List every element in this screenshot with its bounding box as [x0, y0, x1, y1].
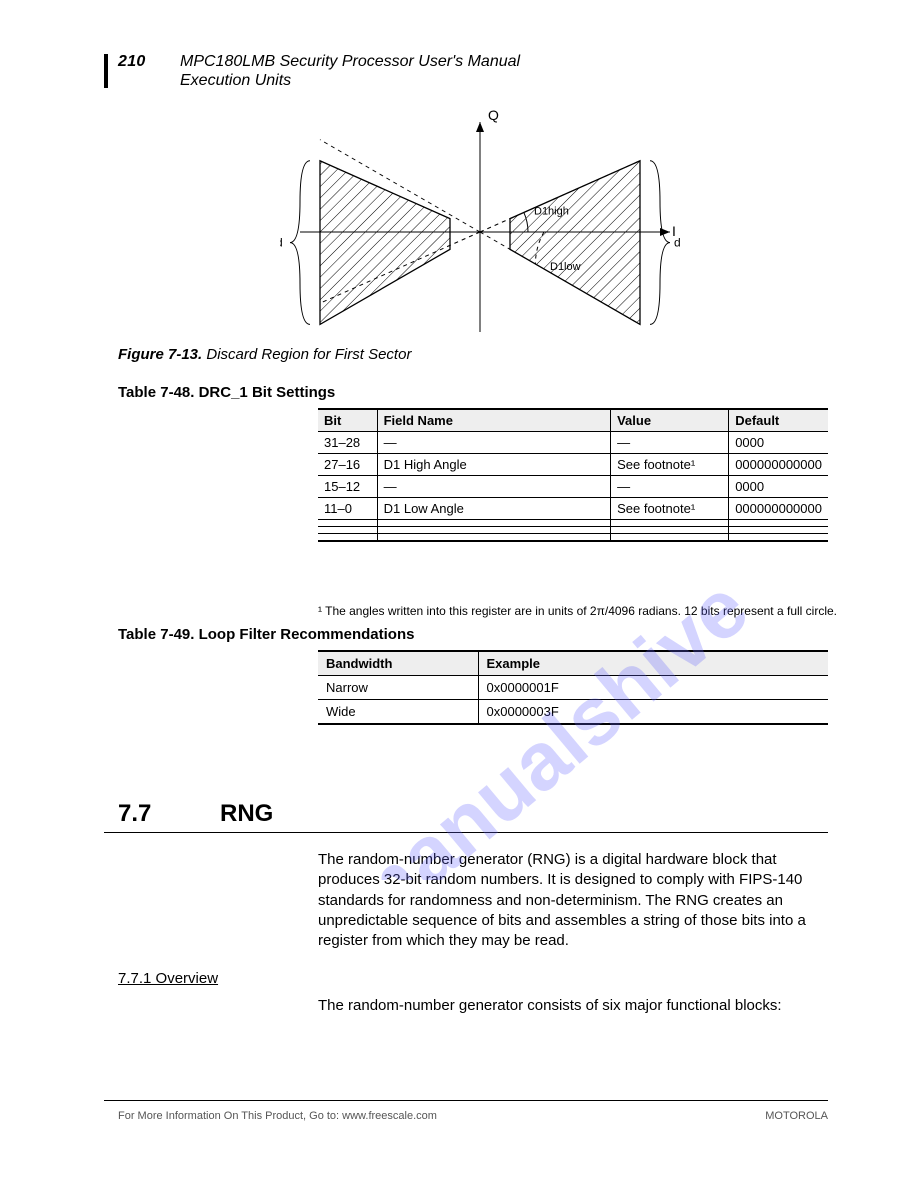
- header-line-2: Execution Units: [180, 72, 291, 90]
- header-line-1: MPC180LMB Security Processor User's Manu…: [180, 53, 520, 71]
- table1-cell: See footnote¹: [611, 498, 729, 520]
- table2-col-1: Example: [478, 651, 828, 676]
- table1-cell: 31–28: [318, 432, 377, 454]
- section-rule: [104, 832, 828, 833]
- table1-cell: 000000000000: [729, 498, 828, 520]
- table1-cell: [377, 534, 610, 542]
- svg-text:D1high: D1high: [534, 205, 569, 217]
- footer-left: For More Information On This Product, Go…: [118, 1110, 437, 1122]
- table-drc1-bits: BitField NameValueDefault31–28——000027–1…: [318, 408, 828, 542]
- table1-cell: [729, 520, 828, 527]
- table1-cell: —: [377, 432, 610, 454]
- table1-caption-prefix: Table 7-48.: [118, 384, 194, 401]
- table1-cell: [729, 534, 828, 542]
- section-para-2: The random-number generator consists of …: [318, 996, 828, 1016]
- footer-right: MOTOROLA: [765, 1110, 828, 1122]
- table1-cell: See footnote¹: [611, 454, 729, 476]
- section-title: RNG: [220, 800, 273, 828]
- table1-cell: [729, 527, 828, 534]
- footer-rule: [104, 1100, 828, 1101]
- section-number: 7.7: [118, 800, 151, 828]
- table1-cell: 0000: [729, 476, 828, 498]
- table2-cell: 0x0000003F: [478, 700, 828, 725]
- figure-caption: Figure 7-13. Discard Region for First Se…: [118, 346, 411, 363]
- table1-cell: [318, 527, 377, 534]
- revision-bar: [104, 54, 108, 88]
- table1-cell: D1 Low Angle: [377, 498, 610, 520]
- table1-cell: 15–12: [318, 476, 377, 498]
- table1-cell: 0000: [729, 432, 828, 454]
- table1-cell: [377, 520, 610, 527]
- table1-col-2: Value: [611, 409, 729, 432]
- table-loop-filter: BandwidthExampleNarrow0x0000001FWide0x00…: [318, 650, 828, 725]
- table1-cell: D1 High Angle: [377, 454, 610, 476]
- table1-cell: 27–16: [318, 454, 377, 476]
- table1-cell: [318, 520, 377, 527]
- table1-cell: [611, 534, 729, 542]
- table2-col-0: Bandwidth: [318, 651, 478, 676]
- table1-cell: [611, 520, 729, 527]
- table1-cell: —: [377, 476, 610, 498]
- table2-caption-text: Loop Filter Recommendations: [199, 626, 415, 643]
- table2-caption: Table 7-49. Loop Filter Recommendations: [118, 626, 414, 643]
- figure-discard-region: QID1highD1lowdiscarddiscard: [280, 102, 680, 342]
- table1-cell: —: [611, 432, 729, 454]
- table1-col-0: Bit: [318, 409, 377, 432]
- table1-cell: —: [611, 476, 729, 498]
- table1-cell: [611, 527, 729, 534]
- table2-cell: Wide: [318, 700, 478, 725]
- svg-text:D1low: D1low: [550, 261, 581, 273]
- table2-cell: 0x0000001F: [478, 676, 828, 700]
- table1-cell: [318, 534, 377, 542]
- subsection-heading: 7.7.1 Overview: [118, 970, 218, 987]
- table2-caption-prefix: Table 7-49.: [118, 626, 194, 643]
- svg-text:Q: Q: [488, 107, 499, 123]
- table1-cell: 000000000000: [729, 454, 828, 476]
- svg-text:discard: discard: [674, 236, 680, 250]
- section-para-1: The random-number generator (RNG) is a d…: [318, 850, 828, 951]
- table1-cell: [377, 527, 610, 534]
- table1-col-3: Default: [729, 409, 828, 432]
- table1-footnote: ¹ The angles written into this register …: [318, 604, 837, 618]
- figure-caption-prefix: Figure 7-13.: [118, 346, 202, 363]
- svg-text:discard: discard: [280, 236, 283, 250]
- table1-caption: Table 7-48. DRC_1 Bit Settings: [118, 384, 335, 401]
- table1-caption-text: DRC_1 Bit Settings: [199, 384, 336, 401]
- table1-cell: 11–0: [318, 498, 377, 520]
- page-number: 210: [118, 53, 146, 71]
- table2-cell: Narrow: [318, 676, 478, 700]
- table1-col-1: Field Name: [377, 409, 610, 432]
- figure-caption-text: Discard Region for First Sector: [206, 346, 411, 363]
